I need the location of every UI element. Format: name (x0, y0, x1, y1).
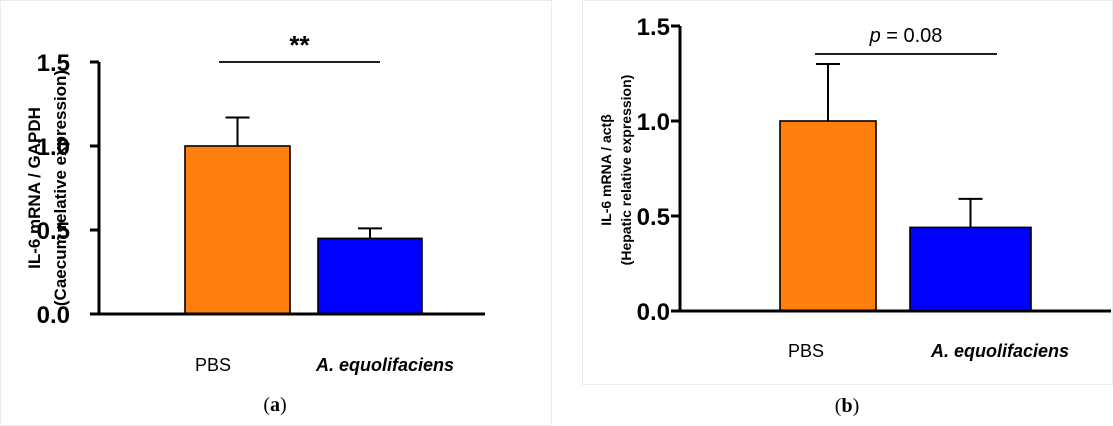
axis-lines (97, 62, 485, 316)
axis-lines (678, 26, 1111, 313)
panel-caption: (a) (263, 394, 286, 416)
chart-panel-b: 0.0 0.5 1.0 1.5 IL-6 mRNA / actβ (Hepatic rel… (582, 0, 1113, 417)
y-tick-label: 1.5 (637, 14, 670, 41)
caption-open-paren: ( (835, 395, 842, 417)
bar-pbs (779, 120, 877, 312)
p-value: = 0.08 (881, 25, 943, 47)
y-tick-label: 0.5 (37, 218, 70, 245)
y-tick-label: 0.0 (37, 302, 70, 329)
y-axis-label-line1: IL-6 mRNA / GAPDH (25, 107, 44, 269)
significance-p-value: p = 0.08 (869, 25, 943, 47)
significance-stars: ** (289, 30, 310, 60)
panel-caption: (b) (835, 395, 859, 417)
bar-a-equolifaciens (909, 226, 1032, 312)
caption-letter: b (841, 395, 852, 417)
bar-pbs (184, 145, 291, 315)
y-axis-label-line2: (Caecum relative expression) (51, 70, 70, 306)
y-tick-label: 0.5 (637, 204, 670, 231)
y-axis-label-line1: IL-6 mRNA / actβ (598, 114, 614, 226)
y-tick-label: 1.0 (37, 134, 70, 161)
caption-open-paren: ( (263, 394, 270, 416)
caption-close-paren: ) (853, 395, 860, 417)
y-tick-label: 0.0 (637, 299, 670, 326)
y-axis-label-line2: (Hepatic relative expression) (618, 75, 634, 266)
x-category-label: PBS (788, 341, 824, 361)
x-category-label: A. equolifaciens (315, 355, 454, 375)
x-category-label: A. equolifaciens (930, 341, 1069, 361)
y-tick-label: 1.0 (637, 109, 670, 136)
caption-letter: a (270, 394, 280, 416)
caption-close-paren: ) (280, 394, 287, 416)
chart-panel-a: 0.0 0.5 1.0 1.5 IL-6 mRNA / GAPDH (Caecum rel… (0, 0, 552, 426)
p-symbol: p (869, 25, 881, 47)
bar-a-equolifaciens (317, 237, 423, 315)
y-tick-label: 1.5 (37, 50, 70, 77)
x-category-label: PBS (195, 355, 231, 375)
